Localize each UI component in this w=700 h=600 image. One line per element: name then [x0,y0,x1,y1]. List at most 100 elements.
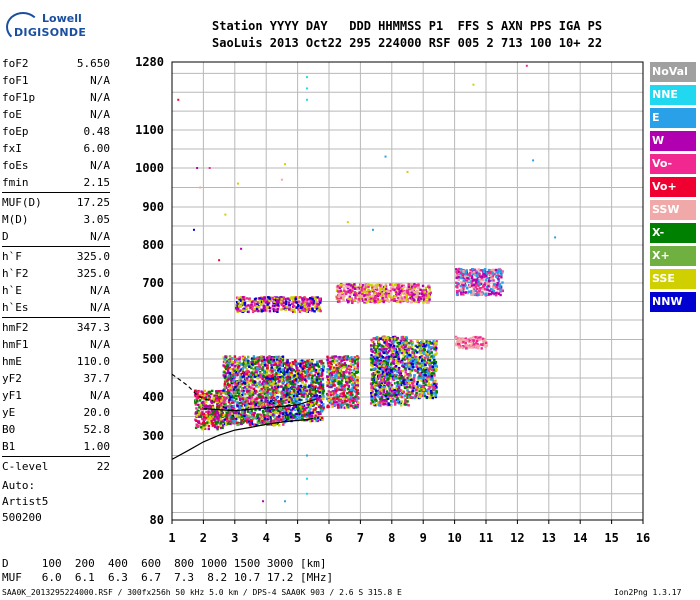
echo-point [350,404,353,407]
echo-point [412,377,416,381]
echo-point [400,374,403,378]
echo-point [379,357,383,360]
echo-point [243,412,246,415]
echo-point [411,341,415,344]
echo-point [411,354,414,357]
echo-point [342,376,346,379]
echo-point [375,349,379,352]
echo-point [423,352,426,355]
echo-point [434,367,438,370]
param-value: N/A [90,338,110,351]
echo-point [276,364,279,368]
echo-point [212,410,216,413]
echo-point [391,359,395,362]
echo-point [271,367,275,371]
echo-point [252,375,255,378]
echo-point [333,368,336,371]
echo-point [258,408,261,411]
echo-point [389,396,392,400]
echo-point [329,360,332,363]
echo-point [327,382,330,385]
echo-point [306,394,309,397]
echo-point [413,374,416,377]
echo-point [424,376,427,379]
echo-point [279,296,282,299]
echo-point [217,400,221,403]
echo-point [241,391,245,394]
echo-point [260,390,263,394]
echo-point [305,398,308,401]
echo-point [406,346,409,350]
echo-point [303,361,306,364]
echo-point [330,373,334,377]
echo-point [421,357,424,361]
echo-point [211,406,215,409]
echo-point [195,397,198,400]
echo-point [276,408,279,411]
echo-point [269,420,273,423]
echo-point [286,366,289,369]
echo-point [310,386,313,390]
echo-point [299,296,302,299]
echo-point [398,386,401,389]
echo-point [236,357,239,361]
echo-point [275,371,278,375]
echo-point [415,361,419,364]
echo-point [340,375,343,378]
echo-point [287,417,290,421]
echo-point [236,310,239,313]
echo-point [264,387,267,390]
echo-point [268,388,271,391]
echo-point [344,371,348,374]
echo-point [261,392,264,395]
echo-point [321,418,324,421]
echo-point [210,401,214,404]
echo-point [370,395,373,398]
echo-point [262,385,265,388]
echo-point [376,372,379,375]
echo-point [345,406,348,409]
echo-point [418,364,422,367]
echo-point [320,386,323,389]
echo-point [245,368,249,371]
echo-point [316,416,320,419]
echo-point [229,392,233,395]
echo-point [369,345,373,348]
echo-point [266,403,269,406]
echo-point [280,297,283,301]
echo-point [386,383,389,387]
echo-point [232,417,235,420]
echo-point [400,389,403,392]
echo-point [291,302,294,306]
echo-point [347,388,350,391]
echo-point [317,372,320,376]
echo-point [216,403,219,406]
echo-point [264,422,267,425]
echo-point [266,306,269,309]
echo-point [222,400,226,404]
echo-point [318,308,322,311]
echo-point [266,300,269,304]
echo-point [308,361,311,364]
echo-point [387,358,390,361]
echo-point [353,359,357,363]
echo-point [271,412,275,415]
echo-point [234,371,238,374]
echo-point [257,358,260,362]
echo-point [236,388,240,392]
echo-point [322,383,325,386]
echo-point [395,353,398,357]
echo-point [228,384,231,387]
echo-point [409,378,413,381]
echo-point [226,369,230,372]
echo-point [332,357,336,360]
echo-point [258,413,262,416]
echo-point [416,300,419,304]
echo-point [275,406,278,410]
echo-point [316,411,319,414]
echo-point [425,389,428,392]
echo-point [393,403,397,406]
echo-point [303,414,306,417]
echo-point [302,388,305,391]
echo-point [393,369,396,373]
